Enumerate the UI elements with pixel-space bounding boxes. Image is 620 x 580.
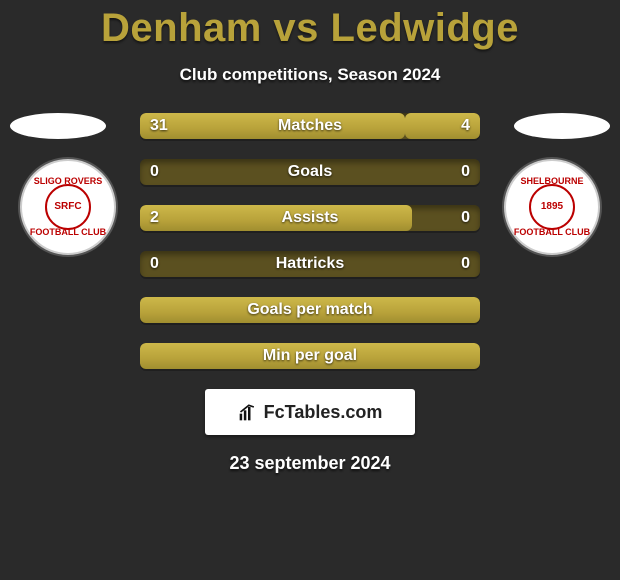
brand-text-left: Fc <box>264 402 285 423</box>
left-player-avatar-placeholder <box>10 113 106 139</box>
right-player-avatar-placeholder <box>514 113 610 139</box>
page-title: Denham vs Ledwidge <box>0 0 620 51</box>
stat-bars-container: Matches314Goals00Assists20Hattricks00Goa… <box>140 113 480 369</box>
stat-bar-value-left: 31 <box>150 113 168 139</box>
date-text: 23 september 2024 <box>0 453 620 474</box>
crest-left-center: SRFC <box>45 184 91 230</box>
stats-stage: SLIGO ROVERS SRFC FOOTBALL CLUB SHELBOUR… <box>0 113 620 369</box>
stat-bar-row: Matches31 4 <box>140 113 480 139</box>
brand-text-right: Tables.com <box>285 402 383 423</box>
left-club-crest: SLIGO ROVERS SRFC FOOTBALL CLUB <box>20 159 116 255</box>
stat-bar-value-right: 4 <box>461 113 470 139</box>
crest-right-bottom-text: FOOTBALL CLUB <box>514 228 590 237</box>
stat-bar-label: Goals per match <box>140 297 480 323</box>
stat-bar-row: Goals per match <box>140 297 480 323</box>
brand-text: FcTables.com <box>264 402 383 423</box>
brand-badge: FcTables.com <box>205 389 415 435</box>
stat-bar-row: Hattricks0 0 <box>140 251 480 277</box>
stat-bar-row: Assists2 0 <box>140 205 480 231</box>
stat-bar-label: Min per goal <box>140 343 480 369</box>
stat-bar-row: Min per goal <box>140 343 480 369</box>
stat-bar-row: Goals0 0 <box>140 159 480 185</box>
stat-bar-value-right: 0 <box>461 251 470 277</box>
crest-right-center: 1895 <box>529 184 575 230</box>
stat-bar-label: Matches <box>140 113 480 139</box>
stat-bar-value-left: 0 <box>150 159 159 185</box>
subtitle: Club competitions, Season 2024 <box>0 65 620 85</box>
stat-bar-value-right: 0 <box>461 205 470 231</box>
stat-bar-label: Assists <box>140 205 480 231</box>
stat-bar-label: Goals <box>140 159 480 185</box>
fctables-logo-icon <box>238 402 258 422</box>
crest-left-bottom-text: FOOTBALL CLUB <box>30 228 106 237</box>
stat-bar-value-left: 0 <box>150 251 159 277</box>
stat-bar-label: Hattricks <box>140 251 480 277</box>
stat-bar-value-left: 2 <box>150 205 159 231</box>
right-club-crest: SHELBOURNE 1895 FOOTBALL CLUB <box>504 159 600 255</box>
stat-bar-value-right: 0 <box>461 159 470 185</box>
